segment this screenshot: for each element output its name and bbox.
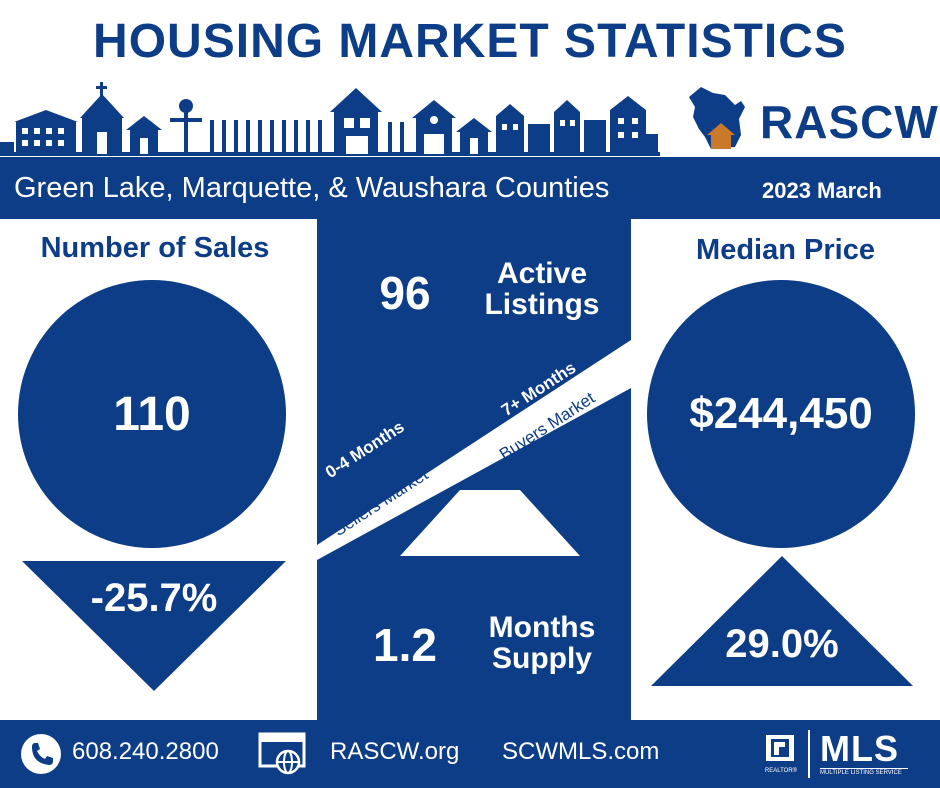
price-heading: Median Price: [696, 234, 875, 266]
realtor-logo-icon: [766, 735, 794, 761]
mls-caption: MULTIPLE LISTING SERVICE: [820, 768, 908, 776]
footer-site-scwmls[interactable]: SCWMLS.com: [502, 738, 660, 765]
footer-site-rascw[interactable]: RASCW.org: [330, 738, 460, 765]
phone-icon: [21, 734, 61, 774]
listings-label-line2: Listings: [484, 288, 600, 321]
listings-value: 96: [379, 267, 431, 319]
footer-divider: [808, 730, 810, 778]
price-up-triangle: [651, 556, 913, 686]
region-band: [0, 157, 940, 219]
sales-change: -25.7%: [90, 576, 218, 620]
price-value: $244,450: [689, 389, 873, 438]
sales-heading: Number of Sales: [40, 232, 270, 264]
mls-logo: MLS: [820, 728, 899, 769]
web-icon: [258, 732, 306, 775]
region-label: Green Lake, Marquette, & Waushara Counti…: [14, 172, 610, 204]
report-date: 2023 March: [762, 178, 882, 203]
sales-down-triangle: [22, 561, 286, 691]
town-skyline-illustration: [0, 82, 660, 156]
supply-label-line2: Supply: [491, 642, 592, 675]
sales-value: 110: [113, 387, 191, 441]
market-scale: [317, 340, 631, 560]
wisconsin-map-icon: [689, 87, 745, 149]
supply-label-line1: Months: [488, 611, 596, 644]
brand-name: RASCW: [760, 96, 939, 148]
supply-label: Months Supply: [470, 612, 614, 674]
page-title: HOUSING MARKET STATISTICS: [93, 15, 847, 68]
price-circle: $244,450: [647, 280, 915, 548]
supply-value: 1.2: [373, 619, 437, 671]
realtor-caption: REALTOR®: [764, 768, 798, 774]
listings-label: Active Listings: [470, 258, 614, 320]
price-change: 29.0%: [725, 622, 839, 666]
footer-phone[interactable]: 608.240.2800: [72, 738, 219, 765]
listings-label-line1: Active: [496, 257, 588, 290]
sales-circle: 110: [18, 280, 286, 548]
